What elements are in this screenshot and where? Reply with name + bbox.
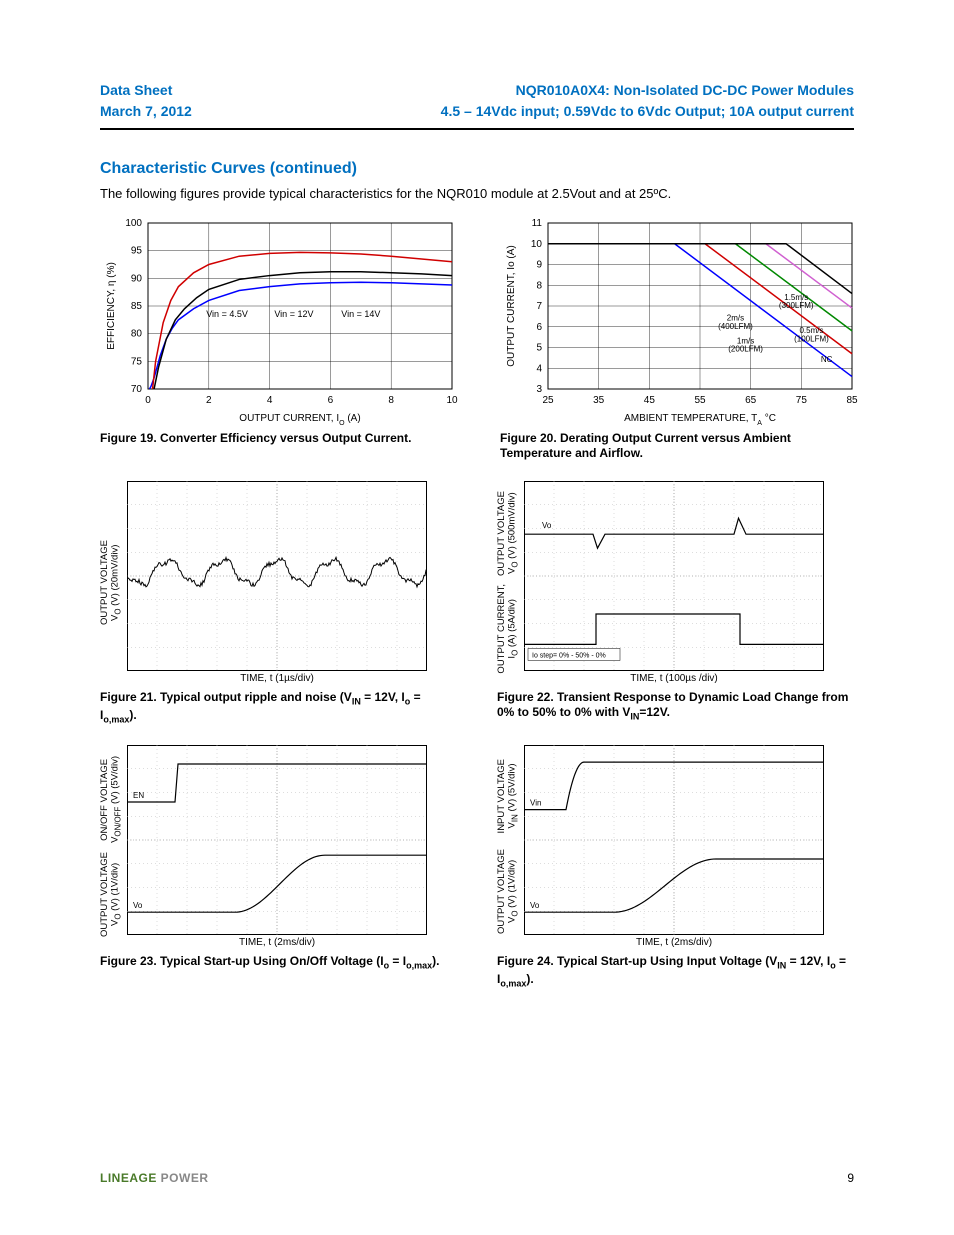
fig20-caption: Figure 20. Derating Output Current versu… — [500, 431, 860, 461]
svg-text:(300LFM): (300LFM) — [779, 301, 814, 310]
fig19-caption: Figure 19. Converter Efficiency versus O… — [100, 431, 460, 446]
fig22-ylabels: OUTPUT VOLTAGEVO (V) (500mV/div) OUTPUT … — [497, 488, 520, 678]
fig22-xlabel: TIME, t (100µs /div) — [524, 673, 824, 684]
fig21-ylabel: OUTPUT VOLTAGEVO (V) (20mV/div) — [100, 540, 123, 625]
fig23-ylabel-top: ON/OFF VOLTAGEVON/OFF (V) (5V/div) — [100, 756, 123, 843]
svg-text:0: 0 — [145, 395, 151, 406]
svg-text:25: 25 — [542, 395, 554, 406]
header-datasheet-label: Data Sheet — [100, 80, 192, 101]
svg-text:Vo: Vo — [133, 901, 143, 910]
svg-text:2: 2 — [206, 395, 212, 406]
fig24-scope: Vin Vo — [524, 745, 824, 935]
svg-text:Vin = 4.5V: Vin = 4.5V — [206, 309, 248, 319]
svg-text:10: 10 — [446, 395, 458, 406]
svg-text:10: 10 — [531, 239, 543, 250]
footer-page-number: 9 — [847, 1171, 854, 1185]
svg-text:Vin = 12V: Vin = 12V — [274, 309, 313, 319]
fig22-ylabel-bot: OUTPUT CURRENT,IO (A) (5A/div) — [497, 584, 520, 674]
svg-text:Vin = 14V: Vin = 14V — [341, 309, 380, 319]
header-product-spec: 4.5 – 14Vdc input; 0.59Vdc to 6Vdc Outpu… — [441, 101, 854, 122]
footer-brand-1: LINEAGE — [100, 1171, 157, 1185]
page-header: Data Sheet March 7, 2012 NQR010A0X4: Non… — [100, 80, 854, 130]
fig24-ylabel-top: INPUT VOLTAGEVIN (V) (5V/div) — [497, 759, 520, 833]
svg-text:4: 4 — [536, 363, 542, 374]
svg-text:75: 75 — [131, 356, 143, 367]
svg-text:8: 8 — [536, 280, 542, 291]
svg-text:7: 7 — [536, 301, 542, 312]
svg-text:11: 11 — [532, 218, 543, 229]
fig23-ylabels: ON/OFF VOLTAGEVON/OFF (V) (5V/div) OUTPU… — [100, 752, 123, 942]
svg-text:EFFICIENCY, η (%): EFFICIENCY, η (%) — [106, 262, 117, 350]
svg-text:35: 35 — [593, 395, 605, 406]
fig24-caption: Figure 24. Typical Start-up Using Input … — [497, 954, 854, 989]
svg-text:45: 45 — [644, 395, 656, 406]
svg-text:(400LFM): (400LFM) — [718, 322, 753, 331]
figure-row-1: 0246810707580859095100Vin = 4.5VVin = 12… — [100, 215, 854, 475]
fig23-xlabel: TIME, t (2ms/div) — [127, 937, 427, 948]
fig21-caption: Figure 21. Typical output ripple and noi… — [100, 690, 457, 725]
figure-23: ON/OFF VOLTAGEVON/OFF (V) (5V/div) OUTPU… — [100, 745, 457, 1003]
intro-text: The following figures provide typical ch… — [100, 186, 854, 201]
svg-text:OUTPUT CURRENT, IO (A): OUTPUT CURRENT, IO (A) — [239, 413, 360, 425]
fig21-scope — [127, 481, 427, 671]
fig21-xlabel: TIME, t (1µs/div) — [127, 673, 427, 684]
svg-text:Vo: Vo — [542, 521, 552, 530]
svg-text:70: 70 — [131, 384, 143, 395]
svg-text:85: 85 — [846, 395, 858, 406]
fig20-chart: 25354555657585345678910112m/s(400LFM)1.5… — [500, 215, 860, 425]
svg-text:AMBIENT TEMPERATURE, TA °C: AMBIENT TEMPERATURE, TA °C — [624, 413, 776, 425]
svg-text:90: 90 — [131, 273, 143, 284]
fig21-ylabels: OUTPUT VOLTAGEVO (V) (20mV/div) — [100, 488, 123, 678]
footer-brand: LINEAGE POWER — [100, 1171, 209, 1185]
svg-text:9: 9 — [536, 260, 542, 271]
svg-text:100: 100 — [125, 218, 142, 229]
figure-20: 25354555657585345678910112m/s(400LFM)1.5… — [500, 215, 860, 475]
fig22-scope: Vo Io step= 0% - 50% - 0% — [524, 481, 824, 671]
section-title: Characteristic Curves (continued) — [100, 160, 854, 178]
fig22-caption: Figure 22. Transient Response to Dynamic… — [497, 690, 854, 723]
header-date: March 7, 2012 — [100, 101, 192, 122]
fig19-chart: 0 2 4 6 8 10 70 75 80 85 90 95 100 Vin = 4.5V Vin = 12… — [100, 215, 460, 425]
fig23-caption: Figure 23. Typical Start-up Using On/Off… — [100, 954, 457, 972]
fig22-ylabel-top: OUTPUT VOLTAGEVO (V) (500mV/div) — [497, 491, 520, 576]
header-product-title: NQR010A0X4: Non-Isolated DC-DC Power Mod… — [441, 80, 854, 101]
svg-text:OUTPUT CURRENT, Io (A): OUTPUT CURRENT, Io (A) — [506, 245, 517, 367]
svg-text:95: 95 — [131, 246, 143, 257]
svg-text:Io step= 0% - 50% - 0%: Io step= 0% - 50% - 0% — [532, 652, 606, 659]
page-footer: LINEAGE POWER 9 — [100, 1171, 854, 1185]
fig23-scope: EN Vo — [127, 745, 427, 935]
svg-text:8: 8 — [388, 395, 394, 406]
svg-text:(100LFM): (100LFM) — [794, 334, 829, 343]
fig24-ylabels: INPUT VOLTAGEVIN (V) (5V/div) OUTPUT VOL… — [497, 752, 520, 942]
header-left: Data Sheet March 7, 2012 — [100, 80, 192, 122]
fig24-xlabel: TIME, t (2ms/div) — [524, 937, 824, 948]
header-right: NQR010A0X4: Non-Isolated DC-DC Power Mod… — [441, 80, 854, 122]
svg-text:6: 6 — [328, 395, 334, 406]
svg-text:5: 5 — [536, 343, 542, 354]
figure-row-3: ON/OFF VOLTAGEVON/OFF (V) (5V/div) OUTPU… — [100, 745, 854, 1003]
figure-22: OUTPUT VOLTAGEVO (V) (500mV/div) OUTPUT … — [497, 481, 854, 739]
svg-text:55: 55 — [694, 395, 706, 406]
figure-row-2: OUTPUT VOLTAGEVO (V) (20mV/div) TIME, t … — [100, 481, 854, 739]
fig23-ylabel-bot: OUTPUT VOLTAGEVO (V) (1V/div) — [100, 852, 123, 937]
fig24-ylabel-bot: OUTPUT VOLTAGEVO (V) (1V/div) — [497, 849, 520, 934]
svg-text:Vo: Vo — [530, 901, 540, 910]
footer-brand-2: POWER — [157, 1171, 209, 1185]
svg-text:NC: NC — [821, 355, 833, 364]
svg-text:80: 80 — [131, 329, 143, 340]
figure-21: OUTPUT VOLTAGEVO (V) (20mV/div) TIME, t … — [100, 481, 457, 739]
svg-text:4: 4 — [267, 395, 273, 406]
svg-text:75: 75 — [796, 395, 808, 406]
svg-text:65: 65 — [745, 395, 757, 406]
figure-24: INPUT VOLTAGEVIN (V) (5V/div) OUTPUT VOL… — [497, 745, 854, 1003]
figure-19: 0 2 4 6 8 10 70 75 80 85 90 95 100 Vin = 4.5V Vin = 12… — [100, 215, 460, 475]
svg-text:85: 85 — [131, 301, 143, 312]
svg-text:(200LFM): (200LFM) — [728, 345, 763, 354]
svg-text:6: 6 — [536, 322, 542, 333]
svg-text:Vin: Vin — [530, 799, 541, 808]
svg-text:3: 3 — [536, 384, 542, 395]
svg-text:EN: EN — [133, 791, 144, 800]
page: Data Sheet March 7, 2012 NQR010A0X4: Non… — [0, 0, 954, 1235]
